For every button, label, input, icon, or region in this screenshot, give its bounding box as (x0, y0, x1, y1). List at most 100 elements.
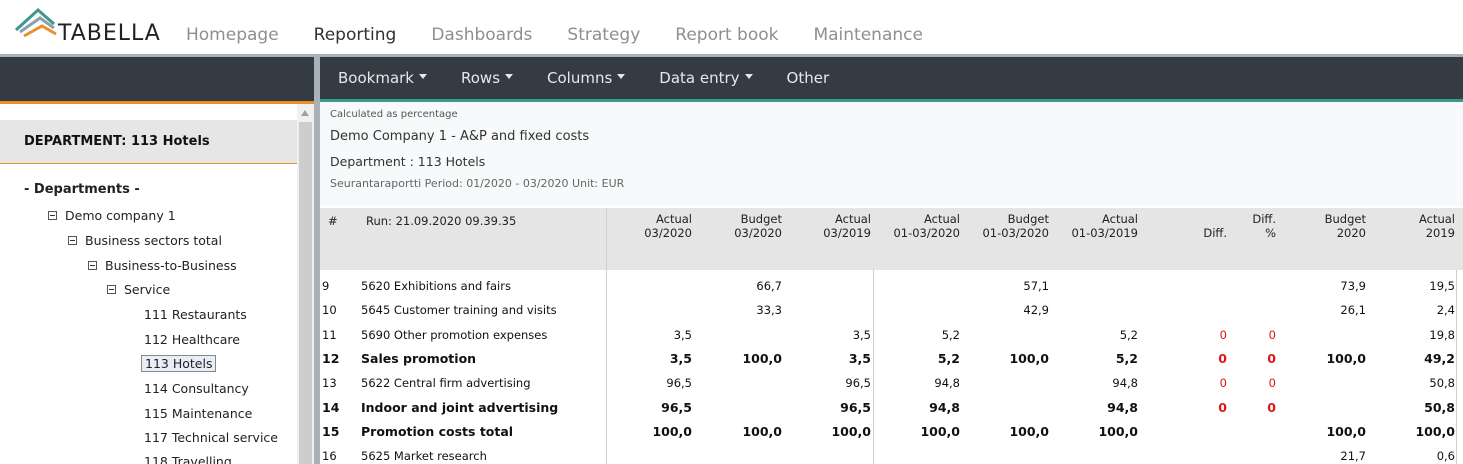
table-row[interactable]: 16 5625 Market research 21,7 0,6 (320, 443, 1463, 464)
column-header[interactable]: Actual 01-03/2019 (1048, 212, 1138, 240)
table-cell[interactable]: 0 (1219, 376, 1227, 391)
row-label[interactable]: Promotion costs total (361, 423, 514, 439)
table-cell[interactable]: 66,7 (756, 279, 782, 293)
table-cell[interactable]: 96,5 (845, 376, 871, 391)
table-cell[interactable]: 57,1 (1023, 279, 1049, 293)
table-cell[interactable]: 0 (1267, 350, 1276, 366)
collapse-icon[interactable] (48, 211, 57, 220)
table-cell[interactable]: 3,5 (848, 350, 871, 366)
table-cell[interactable]: 0 (1218, 399, 1227, 415)
collapse-icon[interactable] (107, 285, 116, 294)
row-label[interactable]: 5625 Market research (361, 449, 487, 464)
tree-node-b2b[interactable]: Business-to-Business (88, 258, 237, 273)
table-cell[interactable]: 0 (1218, 350, 1227, 366)
column-header[interactable]: Budget 03/2020 (692, 212, 782, 240)
table-cell[interactable]: 50,8 (1424, 399, 1455, 415)
nav-maintenance[interactable]: Maintenance (813, 25, 923, 45)
menu-rows[interactable]: Rows (461, 69, 514, 87)
nav-reporting[interactable]: Reporting (313, 25, 397, 45)
nav-report-book[interactable]: Report book (675, 25, 779, 45)
table-cell[interactable]: 0 (1267, 399, 1276, 415)
table-cell[interactable]: 0 (1268, 376, 1276, 391)
tree-root[interactable]: - Departments - (24, 182, 140, 197)
row-label[interactable]: 5622 Central firm advertising (361, 376, 531, 391)
table-cell[interactable]: 0,6 (1436, 449, 1455, 464)
table-cell[interactable]: 100,0 (1326, 350, 1366, 366)
table-cell[interactable]: 100,0 (1326, 423, 1366, 439)
tree-leaf-114[interactable]: 114 Consultancy (144, 381, 249, 396)
table-cell[interactable]: 94,8 (934, 376, 960, 391)
menu-data-entry[interactable]: Data entry (659, 69, 753, 87)
table-cell[interactable]: 94,8 (1107, 399, 1138, 415)
row-label[interactable]: 5690 Other promotion expenses (361, 327, 548, 342)
table-cell[interactable]: 100,0 (1009, 423, 1049, 439)
menu-columns[interactable]: Columns (547, 69, 626, 87)
table-cell[interactable]: 5,2 (1119, 327, 1138, 342)
column-header[interactable]: Diff.% (1186, 212, 1276, 240)
column-header[interactable]: Actual 01-03/2020 (870, 212, 960, 240)
table-cell[interactable]: 96,5 (840, 399, 871, 415)
column-header[interactable]: Actual 03/2019 (781, 212, 871, 240)
row-label[interactable]: Sales promotion (361, 350, 477, 366)
tree-node-business-sectors[interactable]: Business sectors total (68, 233, 222, 248)
table-row[interactable]: 13 5622 Central firm advertising 96,5 96,5 9… (320, 370, 1463, 394)
column-header[interactable]: Actual 03/2020 (602, 212, 692, 240)
table-cell[interactable]: 3,5 (852, 327, 871, 342)
menu-other[interactable]: Other (787, 69, 830, 87)
table-row[interactable]: 12 Sales promotion 3,5 100,0 3,5 5,2 100,0 5,2 0… (320, 346, 1463, 370)
tree-node-service[interactable]: Service (107, 282, 170, 297)
table-cell[interactable]: 5,2 (941, 327, 960, 342)
table-cell[interactable]: 0 (1219, 327, 1227, 342)
table-cell[interactable]: 100,0 (1415, 423, 1455, 439)
table-cell[interactable]: 96,5 (661, 399, 692, 415)
table-row[interactable]: 11 5690 Other promotion expenses 3,5 3,5 5,2… (320, 322, 1463, 346)
table-cell[interactable]: 2,4 (1436, 303, 1455, 318)
row-label[interactable]: 5620 Exhibitions and fairs (361, 279, 511, 293)
column-header[interactable]: Actual 2019 (1365, 212, 1455, 240)
table-cell[interactable]: 3,5 (669, 350, 692, 366)
table-cell[interactable]: 100,0 (920, 423, 960, 439)
table-cell[interactable]: 49,2 (1424, 350, 1455, 366)
table-cell[interactable]: 100,0 (742, 423, 782, 439)
table-cell[interactable]: 100,0 (1009, 350, 1049, 366)
tree-leaf-117[interactable]: 117 Technical service (144, 430, 278, 445)
table-row[interactable]: 9 5620 Exhibitions and fairs 66,7 57,1 73,9 1… (320, 273, 1463, 297)
nav-homepage[interactable]: Homepage (186, 25, 279, 45)
tabella-logo[interactable]: TABELLA (14, 6, 164, 48)
tree-leaf-111[interactable]: 111 Restaurants (144, 307, 247, 322)
scroll-up-icon[interactable] (301, 110, 309, 116)
table-cell[interactable]: 73,9 (1340, 279, 1366, 293)
table-row[interactable]: 14 Indoor and joint advertising 96,5 96,5 94… (320, 395, 1463, 419)
table-cell[interactable]: 19,5 (1429, 279, 1455, 293)
row-label[interactable]: 5645 Customer training and visits (361, 303, 557, 318)
table-cell[interactable]: 26,1 (1340, 303, 1366, 318)
table-cell[interactable]: 94,8 (929, 399, 960, 415)
nav-strategy[interactable]: Strategy (567, 25, 641, 45)
collapse-icon[interactable] (68, 236, 77, 245)
table-cell[interactable]: 100,0 (1098, 423, 1138, 439)
column-header[interactable]: Budget 2020 (1276, 212, 1366, 240)
nav-dashboards[interactable]: Dashboards (431, 25, 533, 45)
table-cell[interactable]: 100,0 (742, 350, 782, 366)
table-cell[interactable]: 19,8 (1429, 327, 1455, 342)
table-cell[interactable]: 3,5 (673, 327, 692, 342)
table-cell[interactable]: 5,2 (1115, 350, 1138, 366)
table-cell[interactable]: 21,7 (1340, 449, 1366, 464)
tree-leaf-112[interactable]: 112 Healthcare (144, 332, 240, 347)
column-header[interactable]: Budget 01-03/2020 (959, 212, 1049, 240)
tree-leaf-115[interactable]: 115 Maintenance (144, 406, 253, 421)
menu-bookmark[interactable]: Bookmark (338, 69, 427, 87)
panel-splitter[interactable] (314, 57, 320, 464)
table-cell[interactable]: 42,9 (1023, 303, 1049, 318)
collapse-icon[interactable] (88, 261, 97, 270)
tree-leaf-118[interactable]: 118 Travelling (144, 454, 232, 464)
tree-node-demo-company[interactable]: Demo company 1 (48, 208, 176, 223)
scrollbar-thumb[interactable] (299, 122, 312, 464)
table-cell[interactable]: 5,2 (937, 350, 960, 366)
table-cell[interactable]: 50,8 (1429, 376, 1455, 391)
tree-leaf-113[interactable]: 113 Hotels (141, 355, 217, 372)
table-cell[interactable]: 33,3 (756, 303, 782, 318)
table-cell[interactable]: 0 (1268, 327, 1276, 342)
table-cell[interactable]: 100,0 (652, 423, 692, 439)
table-cell[interactable]: 94,8 (1112, 376, 1138, 391)
